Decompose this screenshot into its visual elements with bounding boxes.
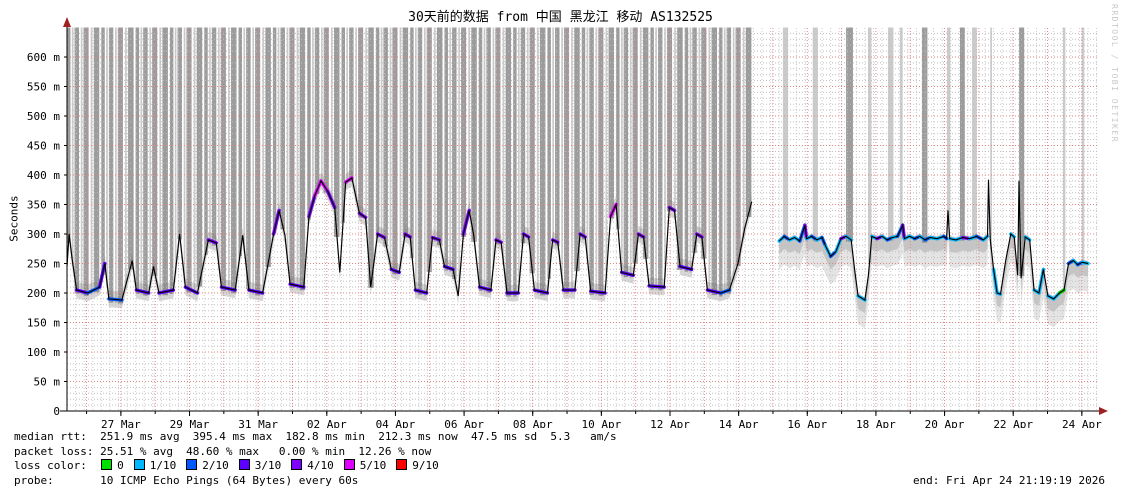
y-axis-label: Seconds: [7, 195, 21, 242]
loss-legend-text: 9/10: [412, 459, 439, 473]
x-tick-label: 16 Apr: [787, 418, 827, 428]
y-tick-label: 400 m: [27, 169, 60, 182]
loss-legend-swatch: [396, 459, 408, 471]
rrdtool-watermark: RRDTOOL / TOBI OETIKER: [1110, 4, 1119, 143]
probe-value: 10 ICMP Echo Pings (64 Bytes) every 60s: [100, 473, 359, 487]
y-tick-label: 450 m: [27, 140, 60, 153]
y-tick-label: 100 m: [27, 346, 60, 359]
stat-median-rtt: median rtt: 251.9 ms avg 395.4 ms max 18…: [14, 430, 617, 445]
graph-title: 30天前的数据 from 中国 黑龙江 移动 AS132525: [408, 10, 713, 25]
x-tick-label: 27 Mar: [101, 418, 141, 428]
x-tick-label: 08 Apr: [513, 418, 553, 428]
grid-minor-layer: [66, 28, 1098, 411]
loss-legend-entry: 3/10: [238, 459, 282, 473]
packet-loss-value: 25.51 % avg 48.60 % max 0.00 % min 12.26…: [100, 444, 432, 458]
median-rtt-label: median rtt:: [14, 430, 101, 443]
y-tick-label: 200 m: [27, 287, 60, 300]
loss-legend-text: 3/10: [254, 459, 282, 473]
loss-legend-swatch: [186, 459, 198, 471]
loss-legend-entry: 9/10: [395, 459, 439, 472]
x-tick-label: 14 Apr: [719, 418, 759, 428]
median-rtt-value: 251.9 ms avg 395.4 ms max 182.8 ms min 2…: [100, 430, 617, 443]
loss-legend-text: 4/10: [307, 459, 334, 473]
y-tick-label: 150 m: [27, 317, 60, 330]
loss-legend-entry: 5/10: [343, 459, 387, 473]
stat-probe: probe: 10 ICMP Echo Pings (64 Bytes) eve…: [14, 474, 617, 489]
x-tick-label: 29 Mar: [170, 418, 210, 428]
loss-legend-swatch: [291, 459, 303, 471]
loss-legend-entries: 0 1/10 2/10 3/10 4/10 5/10 9/10: [100, 459, 448, 472]
x-tick-label: 10 Apr: [581, 418, 621, 428]
x-tick-label: 24 Apr: [1062, 418, 1102, 428]
y-tick-label: 500 m: [27, 110, 60, 123]
loss-legend-swatch: [133, 459, 145, 471]
end-timestamp: end: Fri Apr 24 21:19:19 2026: [912, 474, 1105, 487]
loss-legend-swatch: [343, 459, 355, 471]
loss-legend-entry: 2/10: [185, 459, 229, 472]
loss-legend-entry: 0: [100, 459, 124, 472]
stat-packet-loss: packet loss: 25.51 % avg 48.60 % max 0.0…: [14, 445, 617, 460]
y-tick-label: 350 m: [27, 199, 60, 212]
probe-label: probe:: [14, 473, 101, 487]
x-tick-label: 02 Apr: [307, 418, 347, 428]
loss-legend-text: 2/10: [202, 459, 229, 473]
stats-footer: median rtt: 251.9 ms avg 395.4 ms max 18…: [14, 430, 617, 488]
x-tick-label: 20 Apr: [925, 418, 965, 428]
axes-layer: 0 50 m 100 m 150 m 200 m 250 m 300 m 350 m 400 m…: [27, 17, 1108, 428]
loss-legend-swatch: [101, 459, 113, 471]
x-tick-label: 06 Apr: [444, 418, 484, 428]
smoke-layer: [67, 169, 1088, 329]
x-tick-label: 31 Mar: [238, 418, 278, 428]
loss-color-legend: loss color: 0 1/10 2/10 3/10 4/10 5/10 9/10: [14, 459, 617, 474]
x-tick-label: 22 Apr: [993, 418, 1033, 428]
latency-chart-canvas: 0 50 m 100 m 150 m 200 m 250 m 300 m 350 m 400 m…: [27, 17, 1108, 428]
x-tick-label: 12 Apr: [650, 418, 690, 428]
loss-legend-entry: 1/10: [133, 459, 177, 473]
x-tick-label: 04 Apr: [376, 418, 416, 428]
packet-loss-label: packet loss:: [14, 444, 101, 458]
loss-legend-swatch: [238, 459, 250, 471]
loss-legend-entry: 4/10: [290, 459, 334, 472]
y-tick-label: 50 m: [34, 376, 61, 389]
median-line-layer: [66, 176, 1090, 302]
loss-legend-text: 1/10: [149, 459, 177, 473]
loss-legend-text: 0: [117, 459, 124, 473]
y-tick-label: 600 m: [27, 51, 60, 64]
y-tick-label: 250 m: [27, 258, 60, 271]
loss-legend-text: 5/10: [359, 459, 387, 473]
loss-color-label: loss color:: [14, 459, 101, 473]
y-tick-label: 550 m: [27, 81, 60, 94]
y-tick-label: 0: [53, 405, 60, 418]
y-tick-label: 300 m: [27, 228, 60, 241]
x-tick-label: 18 Apr: [856, 418, 896, 428]
